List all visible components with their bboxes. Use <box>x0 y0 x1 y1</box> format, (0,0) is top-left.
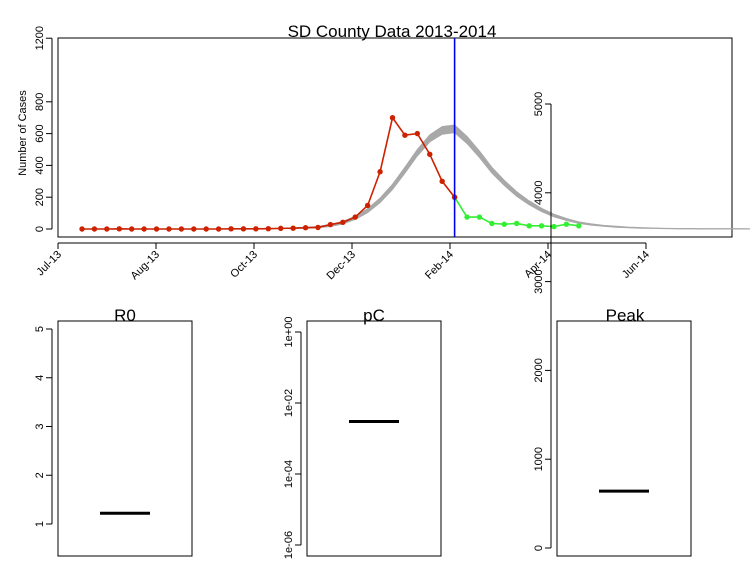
observed-fit-point <box>253 226 259 232</box>
box-y-tick-label: 1e-02 <box>283 389 295 417</box>
observed-future-point <box>501 221 507 227</box>
box-y-tick-label: 5000 <box>533 92 545 116</box>
r0-plot-frame <box>57 320 193 557</box>
main-y-axis-label: Number of Cases <box>17 90 29 176</box>
pc-plot-frame <box>306 320 442 557</box>
observed-fit-point <box>91 226 98 232</box>
box-y-tick-label: 4 <box>34 375 46 381</box>
observed-fit-point <box>340 219 346 226</box>
observed-fit-point <box>402 132 408 138</box>
box-y-tick-label: 1e+00 <box>283 317 295 348</box>
observed-fit-point <box>116 226 122 232</box>
observed-fit-point <box>215 226 222 232</box>
series-lines <box>79 115 582 232</box>
observed-fit-point <box>128 226 135 232</box>
peak-plot-frame <box>556 320 692 557</box>
main-x-tick-label: Jul-13 <box>34 249 64 279</box>
main-x-tick-label: Aug-13 <box>129 249 163 283</box>
observed-fit-point <box>278 225 284 232</box>
observed-fit-line <box>82 115 456 230</box>
main-x-tick-label: Dec-13 <box>325 249 359 283</box>
model-band <box>292 124 750 230</box>
main-x-tick-label: Feb-14 <box>423 249 456 282</box>
observed-fit-point <box>191 226 197 232</box>
box-y-tick-label: 2000 <box>533 358 545 382</box>
box-y-tick-label: 0 <box>533 545 545 551</box>
main-x-tick-label: Oct-13 <box>228 249 260 281</box>
observed-fit-point <box>265 225 271 232</box>
r0-panel: R0 1 2 3 4 5 <box>34 306 193 557</box>
observed-fit-point <box>439 178 445 184</box>
main-x-tick-label: Jun-14 <box>620 249 652 281</box>
box-y-tick-label: 2 <box>34 472 46 478</box>
main-y-tick-label: 800 <box>34 93 46 111</box>
observed-future-point <box>514 220 520 227</box>
observed-fit-point <box>240 226 247 232</box>
observed-future-point <box>464 214 470 220</box>
observed-fit-point <box>79 226 85 232</box>
observed-fit-point <box>302 225 309 231</box>
observed-future-point <box>526 223 532 229</box>
observed-fit-point <box>104 226 110 232</box>
main-y-ticks: 0 200 400 600 800 1200 <box>34 26 53 232</box>
observed-fit-point <box>364 202 371 209</box>
observed-fit-point <box>228 226 234 232</box>
observed-fit-point <box>389 115 396 121</box>
pc-panel-title: pC <box>363 306 385 325</box>
observed-future-point <box>551 223 557 230</box>
peak-axis-and-box: 0 1000 2000 3000 4000 5000 <box>533 92 649 551</box>
observed-future-point <box>576 223 582 229</box>
peak-panel: Peak 0 1000 2000 3000 4000 5000 <box>533 92 692 557</box>
observed-fit-point <box>352 214 358 220</box>
pc-panel: pC 1e+00 1e-02 1e-04 1e-06 <box>283 306 442 559</box>
main-y-tick-label: 1200 <box>34 26 46 50</box>
box-y-tick-label: 3000 <box>533 269 545 293</box>
observed-fit-point <box>141 226 147 232</box>
observed-fit-point <box>203 226 209 232</box>
main-y-tick-label: 400 <box>34 156 46 174</box>
main-chart-title: SD County Data 2013-2014 <box>288 22 497 41</box>
model-band-area <box>292 124 750 230</box>
box-y-tick-label: 1e-06 <box>283 531 295 559</box>
main-y-tick-label: 200 <box>34 188 46 206</box>
observed-fit-point <box>166 226 172 232</box>
observed-fit-point <box>427 151 433 157</box>
observed-fit-point <box>377 169 383 175</box>
pc-axis-and-box: 1e+00 1e-02 1e-04 1e-06 <box>283 317 399 559</box>
observed-fit-point <box>327 221 334 228</box>
box-y-tick-label: 3 <box>34 423 46 429</box>
observed-future-point <box>538 223 545 229</box>
observed-fit-point <box>178 226 185 232</box>
main-chart: SD County Data 2013-2014 Number of Cases… <box>17 22 750 282</box>
observed-fit-point <box>290 225 296 231</box>
main-y-tick-label: 0 <box>34 226 46 232</box>
peak-panel-title: Peak <box>606 306 645 325</box>
box-y-tick-label: 1 <box>34 521 46 527</box>
observed-fit-point <box>414 130 421 137</box>
main-y-tick-label: 600 <box>34 124 46 142</box>
main-plot-frame <box>57 37 733 238</box>
observed-future-point <box>489 220 495 227</box>
box-y-tick-label: 1000 <box>533 447 545 471</box>
box-y-tick-label: 4000 <box>533 181 545 205</box>
observed-fit-point <box>153 226 160 232</box>
main-x-ticks: Jul-13 Aug-13 Oct-13 Dec-13 Feb-14 Apr-14 Jun-… <box>34 242 652 283</box>
box-y-tick-label: 5 <box>34 326 46 332</box>
observed-future-point <box>563 221 570 227</box>
observed-fit-point <box>315 224 321 231</box>
r0-panel-title: R0 <box>114 306 136 325</box>
r0-axis-and-box: 1 2 3 4 5 <box>34 326 150 527</box>
observed-future-point <box>476 214 483 220</box>
box-y-tick-label: 1e-04 <box>283 460 295 488</box>
